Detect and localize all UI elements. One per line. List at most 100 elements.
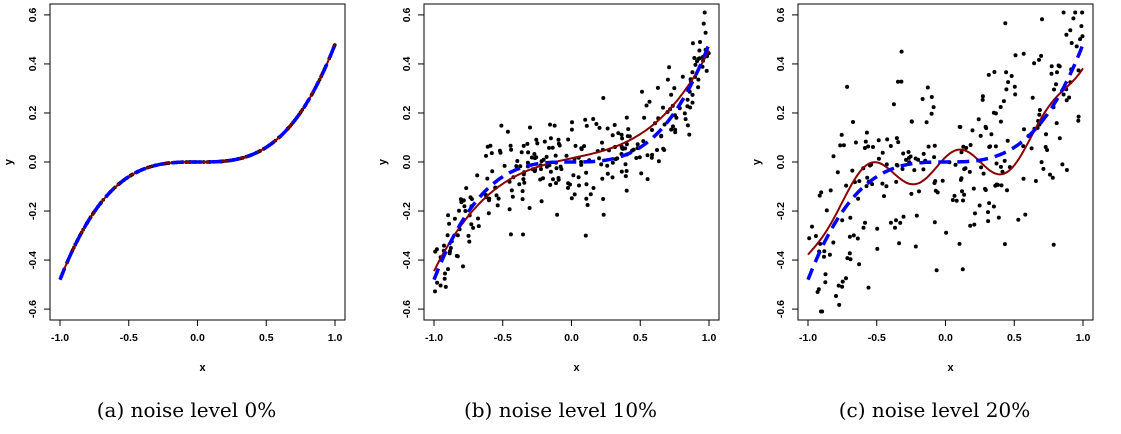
data-point bbox=[556, 137, 561, 142]
data-point bbox=[845, 256, 850, 261]
x-tick-label: 0.0 bbox=[190, 332, 205, 344]
data-point bbox=[1057, 64, 1062, 69]
data-point bbox=[880, 181, 885, 186]
data-point bbox=[584, 182, 589, 187]
data-point bbox=[554, 181, 558, 186]
data-point bbox=[635, 142, 640, 147]
data-point bbox=[921, 151, 926, 156]
data-point bbox=[671, 124, 675, 129]
data-point bbox=[579, 146, 584, 151]
data-point bbox=[882, 194, 886, 199]
data-point bbox=[933, 188, 938, 193]
data-point bbox=[865, 175, 870, 180]
data-point bbox=[583, 233, 588, 238]
data-point bbox=[610, 175, 615, 180]
data-point bbox=[851, 120, 855, 124]
data-point bbox=[810, 224, 814, 229]
true-curve bbox=[58, 43, 337, 281]
data-point bbox=[1057, 136, 1062, 141]
data-point bbox=[904, 157, 908, 162]
data-point bbox=[1012, 84, 1017, 89]
data-point bbox=[836, 283, 841, 288]
data-point bbox=[685, 123, 690, 128]
data-point bbox=[682, 111, 687, 116]
data-point bbox=[844, 276, 848, 281]
data-point bbox=[591, 117, 596, 121]
data-point bbox=[1004, 70, 1009, 75]
data-point bbox=[655, 148, 659, 152]
data-point bbox=[1073, 10, 1078, 15]
data-point bbox=[1040, 17, 1044, 22]
data-point bbox=[615, 156, 620, 161]
data-point bbox=[448, 246, 453, 250]
data-point bbox=[564, 153, 569, 158]
data-point bbox=[539, 167, 543, 172]
data-point bbox=[490, 169, 495, 174]
data-point bbox=[539, 159, 544, 164]
data-point bbox=[672, 86, 677, 91]
data-point bbox=[1003, 21, 1008, 26]
data-point bbox=[960, 267, 965, 272]
data-point bbox=[973, 211, 977, 216]
y-tick-label: 0.6 bbox=[775, 7, 787, 22]
data-point bbox=[509, 188, 514, 193]
data-point bbox=[971, 186, 976, 191]
x-tick-label: -0.5 bbox=[120, 332, 138, 344]
data-point bbox=[624, 169, 629, 173]
data-point bbox=[508, 143, 513, 148]
caption-a: (a) noise level 0% bbox=[96, 398, 277, 422]
y-axis-title: y bbox=[751, 158, 763, 165]
data-point bbox=[991, 110, 996, 115]
data-point bbox=[639, 171, 644, 176]
data-point bbox=[977, 203, 982, 208]
data-point bbox=[894, 179, 899, 184]
data-point bbox=[920, 97, 925, 101]
data-point bbox=[953, 162, 958, 167]
data-point bbox=[880, 150, 885, 155]
data-point bbox=[1049, 64, 1054, 69]
data-point bbox=[497, 148, 502, 153]
data-point bbox=[1051, 242, 1056, 247]
data-point bbox=[467, 239, 472, 244]
data-point bbox=[461, 264, 465, 269]
data-point bbox=[822, 249, 827, 254]
y-tick-label: 0.0 bbox=[27, 155, 39, 170]
data-point bbox=[999, 183, 1004, 188]
x-tick-label: 1.0 bbox=[1076, 332, 1091, 344]
data-point bbox=[831, 240, 836, 245]
data-point bbox=[875, 226, 880, 231]
data-point bbox=[548, 182, 553, 187]
data-point bbox=[901, 151, 906, 156]
data-point bbox=[1009, 74, 1014, 78]
data-point bbox=[864, 184, 869, 189]
data-point bbox=[452, 216, 457, 221]
data-point bbox=[968, 223, 973, 228]
data-point bbox=[585, 203, 590, 207]
data-point bbox=[576, 175, 581, 180]
data-point bbox=[597, 156, 602, 161]
data-point bbox=[847, 234, 852, 239]
data-point bbox=[979, 165, 984, 170]
points-group bbox=[807, 10, 1085, 314]
data-point bbox=[637, 155, 642, 160]
data-point bbox=[987, 201, 992, 206]
data-point bbox=[888, 144, 893, 148]
data-point bbox=[897, 241, 902, 246]
data-point bbox=[926, 144, 931, 149]
data-point bbox=[600, 176, 605, 181]
data-point bbox=[445, 233, 450, 238]
data-point bbox=[605, 126, 610, 131]
data-point bbox=[517, 182, 522, 187]
data-point bbox=[650, 128, 654, 132]
x-axis-title: x bbox=[947, 362, 954, 374]
data-point bbox=[1037, 108, 1042, 112]
data-point bbox=[433, 289, 437, 294]
data-point bbox=[667, 65, 672, 70]
data-point bbox=[1023, 212, 1028, 217]
x-tick-label: -1.0 bbox=[51, 332, 69, 344]
data-point bbox=[548, 122, 552, 127]
panel-a: -1.0 -0.5 0.0 0.5 1.0 -0.6 -0.4 -0.2 0.0 0.2 0.4 0.… bbox=[0, 0, 373, 434]
data-point bbox=[893, 225, 897, 230]
data-point bbox=[1061, 92, 1066, 97]
data-point bbox=[476, 224, 481, 229]
